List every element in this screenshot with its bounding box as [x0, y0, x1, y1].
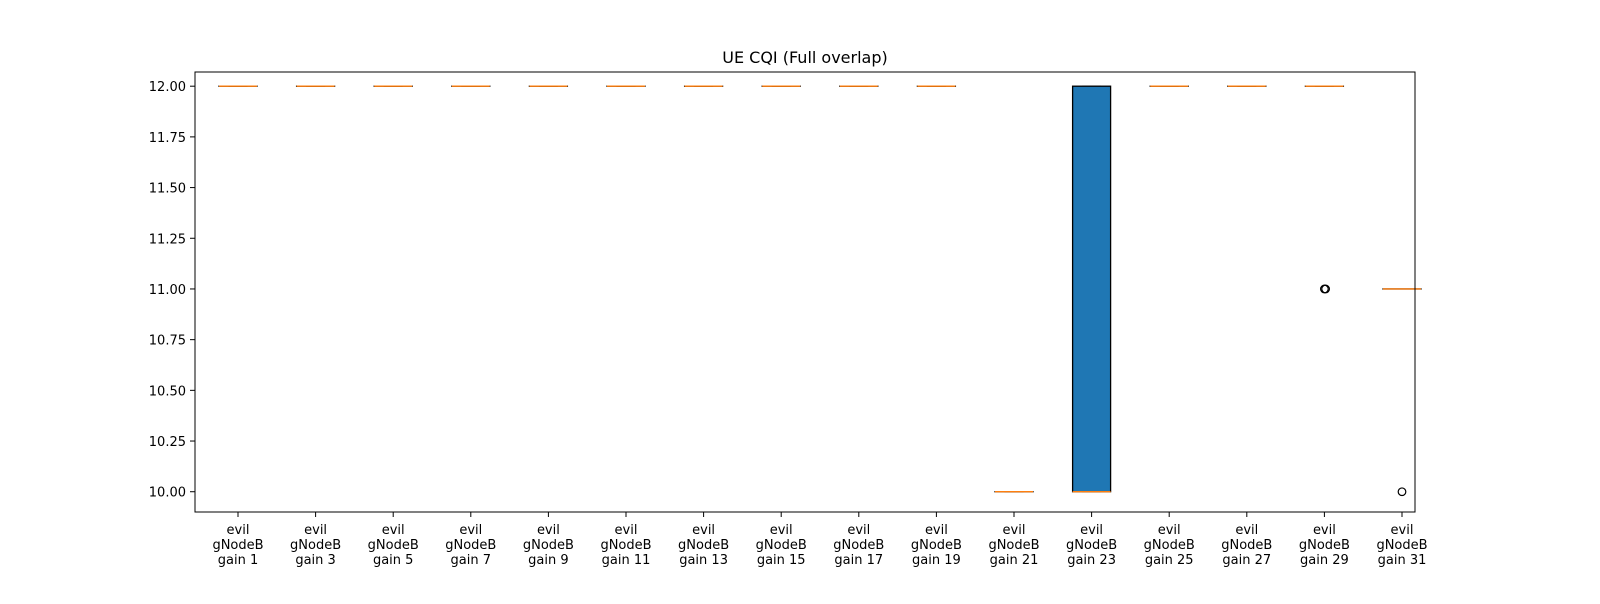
- x-tick-label: evil: [1313, 523, 1336, 538]
- x-tick-label: evil: [1080, 523, 1103, 538]
- x-tick-label: gNodeB: [1376, 538, 1427, 553]
- y-tick-label: 11.75: [149, 131, 186, 146]
- x-tick-label: gain 29: [1300, 553, 1349, 568]
- x-tick-label: gNodeB: [911, 538, 962, 553]
- x-tick-label: gNodeB: [833, 538, 884, 553]
- x-tick-label: gain 25: [1145, 553, 1194, 568]
- x-tick-label: evil: [770, 523, 793, 538]
- x-tick-label: gNodeB: [212, 538, 263, 553]
- x-tick-label: gNodeB: [600, 538, 651, 553]
- x-tick-label: gain 7: [451, 553, 491, 568]
- x-tick-label: gain 15: [757, 553, 806, 568]
- y-tick-label: 12.00: [149, 80, 186, 95]
- x-tick-label: gain 5: [373, 553, 413, 568]
- x-tick-label: gain 31: [1378, 553, 1427, 568]
- x-tick-label: evil: [537, 523, 560, 538]
- box-body: [1073, 86, 1111, 492]
- x-tick-label: evil: [692, 523, 715, 538]
- y-tick-label: 11.25: [149, 232, 186, 247]
- y-tick-label: 10.25: [149, 435, 186, 450]
- x-tick-label: gain 9: [528, 553, 568, 568]
- x-tick-label: gNodeB: [290, 538, 341, 553]
- x-tick-label: gNodeB: [1221, 538, 1272, 553]
- x-tick-label: gain 27: [1222, 553, 1271, 568]
- x-tick-label: gain 21: [990, 553, 1039, 568]
- x-tick-label: gain 13: [679, 553, 728, 568]
- y-tick-label: 11.50: [149, 182, 186, 197]
- x-tick-label: evil: [227, 523, 250, 538]
- x-tick-label: evil: [847, 523, 870, 538]
- chart-title: UE CQI (Full overlap): [722, 48, 888, 67]
- x-tick-label: gNodeB: [1066, 538, 1117, 553]
- x-tick-label: gNodeB: [988, 538, 1039, 553]
- box-group: [1073, 86, 1111, 492]
- x-tick-label: gNodeB: [445, 538, 496, 553]
- x-tick-label: gain 1: [218, 553, 258, 568]
- x-tick-label: evil: [1003, 523, 1026, 538]
- y-tick-label: 11.00: [149, 283, 186, 298]
- x-tick-label: gNodeB: [1299, 538, 1350, 553]
- x-tick-label: evil: [382, 523, 405, 538]
- x-tick-label: evil: [615, 523, 638, 538]
- x-tick-label: evil: [304, 523, 327, 538]
- x-tick-label: evil: [459, 523, 482, 538]
- x-tick-label: evil: [1158, 523, 1181, 538]
- x-tick-label: gNodeB: [1144, 538, 1195, 553]
- x-tick-label: gain 19: [912, 553, 961, 568]
- x-tick-label: gain 11: [602, 553, 651, 568]
- x-tick-label: gNodeB: [756, 538, 807, 553]
- y-tick-label: 10.50: [149, 384, 186, 399]
- x-tick-label: gain 17: [834, 553, 883, 568]
- y-tick-label: 10.00: [149, 486, 186, 501]
- x-tick-label: evil: [1391, 523, 1414, 538]
- x-tick-label: gain 23: [1067, 553, 1116, 568]
- x-tick-label: gNodeB: [368, 538, 419, 553]
- x-tick-label: evil: [1235, 523, 1258, 538]
- x-tick-label: gain 3: [295, 553, 335, 568]
- x-tick-label: evil: [925, 523, 948, 538]
- y-tick-label: 10.75: [149, 334, 186, 349]
- x-tick-label: gNodeB: [523, 538, 574, 553]
- x-tick-label: gNodeB: [678, 538, 729, 553]
